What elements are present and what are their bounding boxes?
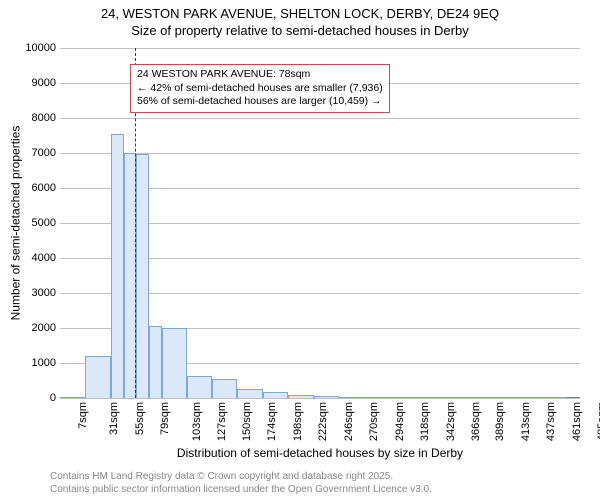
y-tick-label: 7000 <box>14 147 56 159</box>
x-tick-label: 389sqm <box>495 402 507 441</box>
x-tick-label: 127sqm <box>216 402 228 441</box>
histogram-bar <box>111 134 124 398</box>
y-tick-label: 8000 <box>14 112 56 124</box>
footer-attribution: Contains HM Land Registry data © Crown c… <box>50 471 432 496</box>
histogram-bar <box>542 397 567 398</box>
chart-container: 24, WESTON PARK AVENUE, SHELTON LOCK, DE… <box>0 0 600 500</box>
histogram-bar <box>85 356 110 398</box>
x-tick-label: 7sqm <box>77 402 89 429</box>
x-tick-label: 198sqm <box>292 402 304 441</box>
histogram-bar <box>416 397 441 398</box>
histogram-bar <box>162 328 187 398</box>
histogram-bar <box>263 392 288 398</box>
title-line-2: Size of property relative to semi-detach… <box>0 23 600 40</box>
x-tick-label: 79sqm <box>159 402 171 435</box>
histogram-bar <box>288 395 313 398</box>
y-tick-label: 6000 <box>14 182 56 194</box>
x-tick-label: 246sqm <box>343 402 355 441</box>
x-tick-label: 270sqm <box>368 402 380 441</box>
y-tick-label: 2000 <box>14 322 56 334</box>
annotation-box: 24 WESTON PARK AVENUE: 78sqm← 42% of sem… <box>130 64 390 113</box>
x-tick-label: 485sqm <box>596 402 600 441</box>
histogram-bar <box>136 154 149 398</box>
x-tick-label: 174sqm <box>266 402 278 441</box>
gridline <box>60 398 580 399</box>
histogram-bar <box>187 376 211 398</box>
annotation-line: 24 WESTON PARK AVENUE: 78sqm <box>137 68 383 82</box>
footer-line-2: Contains public sector information licen… <box>50 484 432 497</box>
x-tick-label: 31sqm <box>109 402 121 435</box>
y-tick-label: 5000 <box>14 217 56 229</box>
x-tick-label: 294sqm <box>394 402 406 441</box>
histogram-bar <box>149 326 162 398</box>
annotation-line: ← 42% of semi-detached houses are smalle… <box>137 82 383 96</box>
x-tick-label: 150sqm <box>241 402 253 441</box>
plot-area: 0100020003000400050006000700080009000100… <box>60 48 580 398</box>
x-tick-label: 461sqm <box>571 402 583 441</box>
histogram-bar <box>441 397 465 398</box>
histogram-bar <box>339 397 364 398</box>
y-tick-label: 0 <box>14 392 56 404</box>
y-tick-label: 4000 <box>14 252 56 264</box>
histogram-bar <box>365 397 390 398</box>
footer-line-1: Contains HM Land Registry data © Crown c… <box>50 471 432 484</box>
histogram-bar <box>237 389 262 398</box>
chart-title: 24, WESTON PARK AVENUE, SHELTON LOCK, DE… <box>0 0 600 40</box>
x-tick-label: 55sqm <box>134 402 146 435</box>
x-tick-label: 366sqm <box>470 402 482 441</box>
title-line-1: 24, WESTON PARK AVENUE, SHELTON LOCK, DE… <box>0 6 600 23</box>
x-tick-label: 437sqm <box>545 402 557 441</box>
x-tick-label: 222sqm <box>317 402 329 441</box>
x-tick-label: 318sqm <box>419 402 431 441</box>
x-axis-label: Distribution of semi-detached houses by … <box>60 446 580 460</box>
annotation-line: 56% of semi-detached houses are larger (… <box>137 95 383 109</box>
y-tick-label: 1000 <box>14 357 56 369</box>
histogram-bar <box>60 397 85 398</box>
histogram-bar <box>390 397 415 398</box>
histogram-bar <box>516 397 541 398</box>
histogram-bar <box>465 397 490 398</box>
x-tick-label: 413sqm <box>520 402 532 441</box>
x-tick-label: 342sqm <box>445 402 457 441</box>
y-tick-label: 9000 <box>14 77 56 89</box>
histogram-bar <box>212 379 237 398</box>
histogram-bar <box>314 396 339 398</box>
y-tick-label: 10000 <box>14 42 56 54</box>
y-tick-label: 3000 <box>14 287 56 299</box>
x-tick-label: 103sqm <box>191 402 203 441</box>
histogram-bar <box>491 397 516 398</box>
